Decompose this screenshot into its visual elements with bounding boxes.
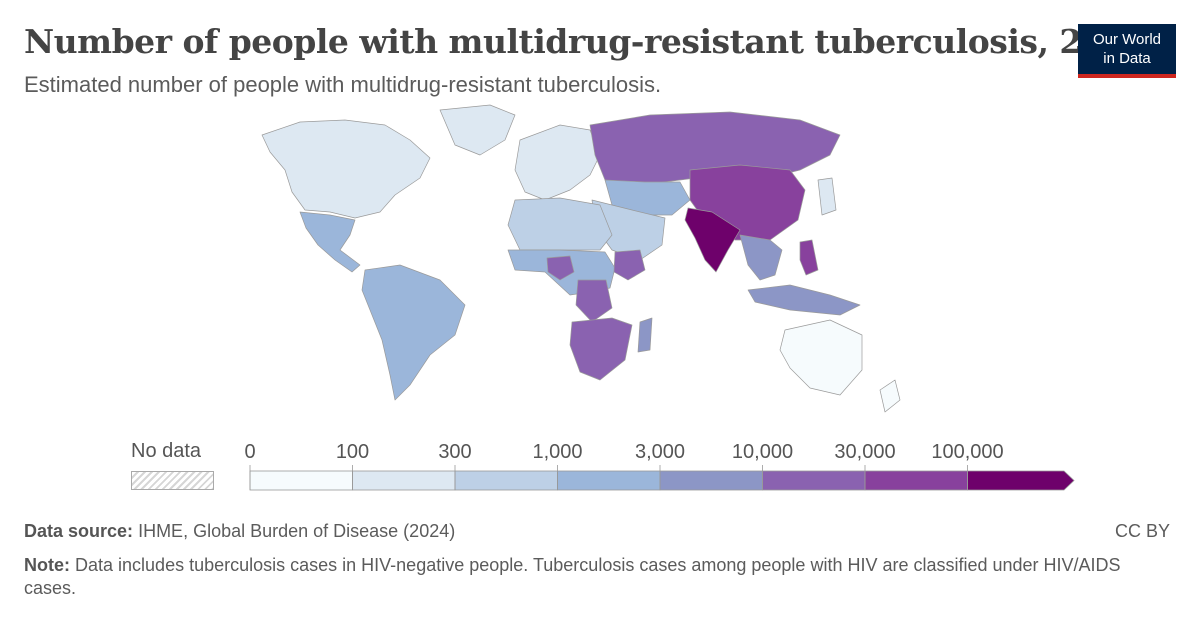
- legend-bin-5[interactable]: [762, 470, 866, 491]
- data-source-text[interactable]: IHME, Global Burden of Disease (2024): [138, 521, 456, 541]
- map-region-greenland[interactable]: Greenland: [439, 104, 516, 156]
- map-region-india[interactable]: India: [684, 207, 741, 273]
- map-region-madagascar[interactable]: Madagascar: [637, 317, 653, 353]
- chart-note: Note: Data includes tuberculosis cases i…: [24, 554, 1164, 600]
- legend-label-4: 3,000: [635, 441, 685, 463]
- map-region-north-africa[interactable]: North Africa: [507, 197, 613, 251]
- map-region-southern-africa[interactable]: Southern Africa: [569, 317, 633, 381]
- note-label: Note:: [24, 555, 70, 575]
- map-region-indonesia[interactable]: Indonesia: [747, 284, 861, 316]
- legend-bin-1[interactable]: [352, 470, 456, 491]
- map-region-japan[interactable]: Japan: [817, 177, 837, 216]
- map-region-south-america[interactable]: South America: [361, 264, 466, 401]
- map-region-dr-congo[interactable]: DR Congo: [575, 279, 613, 323]
- license[interactable]: CC BY: [1114, 521, 1170, 541]
- data-source: Data source: IHME, Global Burden of Dise…: [24, 521, 455, 542]
- map-region-ethiopia[interactable]: Ethiopia: [613, 249, 646, 281]
- legend-label-5: 10,000: [732, 441, 793, 463]
- chart-subtitle: Estimated number of people with multidru…: [24, 72, 662, 97]
- legend-label-2: 300: [438, 441, 471, 463]
- data-source-label: Data source:: [24, 521, 134, 541]
- legend-label-7: 100,000: [931, 441, 1003, 463]
- note-text: Data includes tuberculosis cases in HIV-…: [24, 555, 1121, 598]
- legend-label-1: 100: [336, 441, 369, 463]
- legend-bin-7[interactable]: [967, 470, 1075, 491]
- chart-title: Number of people with multidrug-resistan…: [24, 22, 1150, 61]
- map-region-philippines[interactable]: Philippines: [799, 239, 819, 276]
- map-region-new-zealand[interactable]: New Zealand: [879, 379, 901, 413]
- legend-bin-0[interactable]: [249, 470, 353, 491]
- legend-bin-6[interactable]: [864, 470, 968, 491]
- legend-label-6: 30,000: [834, 441, 895, 463]
- legend-no-data-label: No data: [131, 440, 202, 462]
- map-region-mexico-central-america[interactable]: Mexico & Central America: [299, 211, 361, 273]
- legend-label-3: 1,000: [532, 441, 582, 463]
- logo-line-2: in Data: [1103, 50, 1151, 67]
- map-region-europe[interactable]: Europe: [514, 124, 601, 201]
- world-map[interactable]: Canada & USAGreenland Mexico & Central Am…: [0, 100, 1200, 440]
- legend-bin-2[interactable]: [454, 470, 558, 491]
- legend-bin-4[interactable]: [659, 470, 763, 491]
- map-region-canada-usa[interactable]: Canada & USA: [261, 119, 431, 219]
- map-region-southeast-asia[interactable]: Southeast Asia: [739, 234, 783, 281]
- map-region-nigeria[interactable]: Nigeria: [546, 255, 575, 281]
- map-region-australia[interactable]: Australia: [779, 319, 863, 396]
- legend-no-data-swatch[interactable]: [131, 471, 214, 490]
- legend-bin-3[interactable]: [557, 470, 661, 491]
- legend-label-0: 0: [244, 441, 255, 463]
- legend-color-scale[interactable]: 0 100 300 1,000 3,000 10,000 30,000 100,000: [240, 436, 1080, 496]
- logo-line-1: Our World: [1092, 31, 1162, 48]
- owid-logo[interactable]: Our World in Data: [1078, 24, 1176, 78]
